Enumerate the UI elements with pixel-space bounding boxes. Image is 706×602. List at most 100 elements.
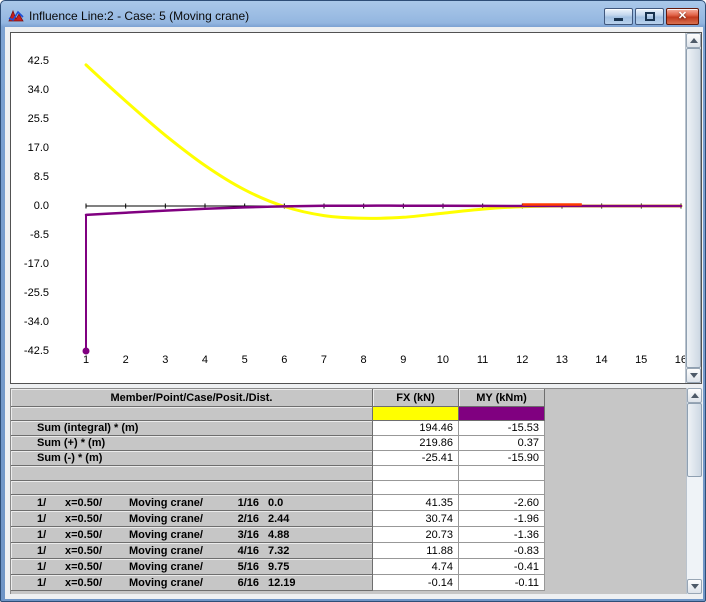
table-scroll-thumb[interactable] — [687, 403, 702, 477]
x-tick-label: 2 — [122, 354, 129, 366]
cell-my: -0.11 — [459, 575, 545, 591]
cell-position: x=0.50/ — [65, 576, 103, 589]
x-axis-labels: 1 2 3 4 5 6 7 8 9 10 11 12 13 14 15 16 — [76, 354, 691, 366]
results-table: Member/Point/Case/Posit./Dist. FX (kN) M… — [10, 388, 686, 594]
table-row-empty — [11, 481, 686, 495]
influence-chart-panel: 42.5 34.0 25.5 17.0 8.5 0.0 -8.5 -17.0 -… — [10, 32, 702, 384]
cell-my: -0.41 — [459, 559, 545, 575]
row-label: 1/ x=0.50/ Moving crane/ 2/16 2.44 — [11, 511, 373, 527]
sum-integral-my: -15.53 — [459, 421, 545, 436]
chart-scrollbar[interactable] — [685, 33, 701, 383]
cell-point: 4/16 — [237, 544, 259, 557]
cell-fx: 11.88 — [373, 543, 459, 559]
cell-member: 1/ — [37, 560, 47, 573]
x-tick-label: 5 — [241, 354, 248, 366]
table-row-empty — [11, 466, 686, 481]
empty-fx — [373, 481, 459, 495]
empty-my — [459, 466, 545, 481]
minimize-icon — [614, 17, 623, 21]
window-title: Influence Line:2 - Case: 5 (Moving crane… — [29, 9, 250, 23]
x-tick-label: 14 — [595, 354, 608, 366]
y-tick-label: 8.5 — [33, 171, 49, 183]
empty-fx — [373, 466, 459, 481]
x-tick-label: 9 — [400, 354, 407, 366]
maximize-icon — [644, 11, 655, 21]
table-scroll-down-button[interactable] — [687, 579, 702, 594]
table-row-position-1[interactable]: 1/ x=0.50/ Moving crane/ 1/16 0.0 41.35 … — [11, 495, 686, 511]
cell-point: 1/16 — [237, 496, 259, 509]
cell-point: 3/16 — [237, 528, 259, 541]
cell-case: Moving crane/ — [129, 544, 203, 557]
table-row-position-4[interactable]: 1/ x=0.50/ Moving crane/ 4/16 7.32 11.88… — [11, 543, 686, 559]
y-tick-label: 25.5 — [27, 113, 49, 125]
y-tick-label: -34.0 — [23, 316, 49, 328]
x-tick-label: 3 — [162, 354, 169, 366]
row-label: 1/ x=0.50/ Moving crane/ 5/16 9.75 — [11, 559, 373, 575]
x-tick-label: 1 — [82, 354, 90, 366]
header-fx: FX (kN) — [373, 389, 459, 407]
table-scroll-up-button[interactable] — [687, 388, 702, 403]
arrow-down-icon — [690, 584, 699, 589]
table-row-sum-positive[interactable]: Sum (+) * (m) 219.86 0.37 — [11, 436, 686, 451]
cell-position: x=0.50/ — [65, 544, 103, 557]
close-button[interactable]: ✕ — [666, 7, 699, 25]
cell-case: Moving crane/ — [129, 496, 203, 509]
table-row-position-5[interactable]: 1/ x=0.50/ Moving crane/ 5/16 9.75 4.74 … — [11, 559, 686, 575]
sum-negative-fx: -25.41 — [373, 451, 459, 466]
x-tick-label: 16 — [674, 354, 687, 366]
chart-scroll-track[interactable] — [686, 48, 701, 368]
chart-scroll-thumb[interactable] — [686, 48, 701, 368]
swatch-row-label — [11, 407, 373, 421]
cell-my: -2.60 — [459, 495, 545, 511]
cell-case: Moving crane/ — [129, 512, 203, 525]
x-tick-label: 13 — [555, 354, 568, 366]
cell-position: x=0.50/ — [65, 512, 103, 525]
cell-fx: -0.14 — [373, 575, 459, 591]
sum-integral-fx: 194.46 — [373, 421, 459, 436]
cell-case: Moving crane/ — [129, 560, 203, 573]
table-row-sum-integral[interactable]: Sum (integral) * (m) 194.46 -15.53 — [11, 421, 686, 436]
table-row-sum-negative[interactable]: Sum (-) * (m) -25.41 -15.90 — [11, 451, 686, 466]
x-tick-label: 11 — [476, 354, 489, 366]
app-icon — [8, 8, 24, 24]
cell-member: 1/ — [37, 496, 47, 509]
cell-fx: 20.73 — [373, 527, 459, 543]
row-label: 1/ x=0.50/ Moving crane/ 1/16 0.0 — [11, 495, 373, 511]
table-scrollbar[interactable] — [686, 388, 702, 594]
results-table-panel: Member/Point/Case/Posit./Dist. FX (kN) M… — [10, 388, 702, 594]
cell-fx: 41.35 — [373, 495, 459, 511]
y-tick-label: 17.0 — [27, 142, 49, 154]
sum-positive-label: Sum (+) * (m) — [11, 436, 373, 451]
sum-positive-my: 0.37 — [459, 436, 545, 451]
cell-dist: 0.0 — [268, 496, 284, 509]
empty-my — [459, 481, 545, 495]
cell-my: -1.96 — [459, 511, 545, 527]
chart-scroll-down-button[interactable] — [686, 368, 701, 383]
cell-my: -1.36 — [459, 527, 545, 543]
y-tick-label: -42.5 — [23, 345, 49, 357]
header-member-point-case: Member/Point/Case/Posit./Dist. — [11, 389, 373, 407]
window-controls: ✕ — [604, 7, 699, 25]
header-my: MY (kNm) — [459, 389, 545, 407]
x-tick-label: 7 — [320, 354, 327, 366]
table-row-position-3[interactable]: 1/ x=0.50/ Moving crane/ 3/16 4.88 20.73… — [11, 527, 686, 543]
titlebar[interactable]: Influence Line:2 - Case: 5 (Moving crane… — [5, 5, 701, 27]
cell-dist: 9.75 — [268, 560, 290, 573]
cell-case: Moving crane/ — [129, 576, 203, 589]
chart-scroll-up-button[interactable] — [686, 33, 701, 48]
maximize-button[interactable] — [635, 7, 664, 25]
cell-point: 6/16 — [237, 576, 259, 589]
cell-member: 1/ — [37, 576, 47, 589]
cell-position: x=0.50/ — [65, 528, 103, 541]
cell-member: 1/ — [37, 528, 47, 541]
minimize-button[interactable] — [604, 7, 633, 25]
row-label: 1/ x=0.50/ Moving crane/ 6/16 12.19 — [11, 575, 373, 591]
table-scroll-track[interactable] — [687, 403, 702, 579]
table-header-row: Member/Point/Case/Posit./Dist. FX (kN) M… — [11, 389, 686, 407]
y-tick-label: -17.0 — [23, 258, 49, 270]
table-row-position-6[interactable]: 1/ x=0.50/ Moving crane/ 6/16 12.19 -0.1… — [11, 575, 686, 591]
table-row-position-2[interactable]: 1/ x=0.50/ Moving crane/ 2/16 2.44 30.74… — [11, 511, 686, 527]
cell-member: 1/ — [37, 512, 47, 525]
y-tick-label: 34.0 — [27, 84, 49, 96]
row-label: 1/ x=0.50/ Moving crane/ 3/16 4.88 — [11, 527, 373, 543]
